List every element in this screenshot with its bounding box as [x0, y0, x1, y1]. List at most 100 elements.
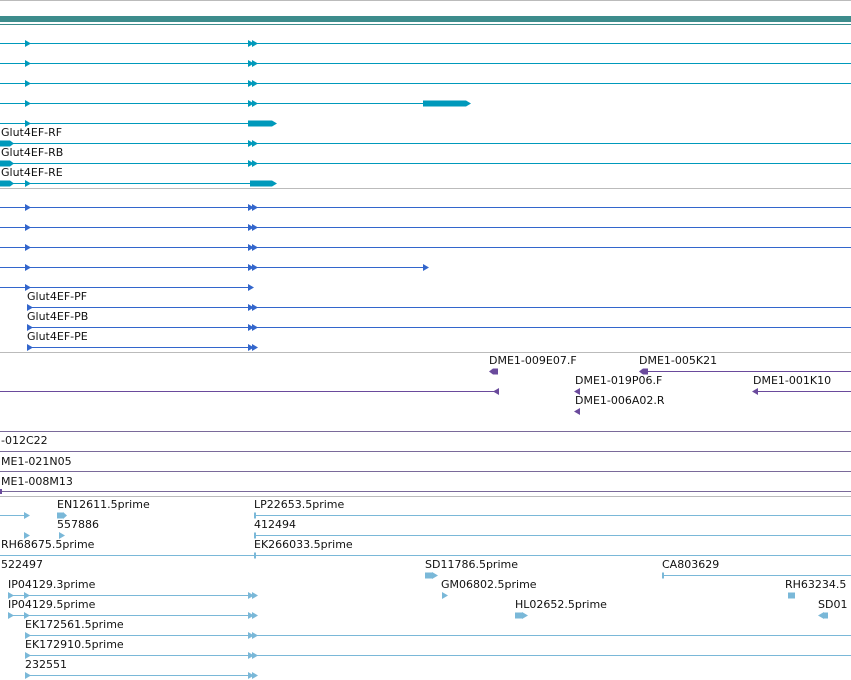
strand-arrow-icon — [248, 140, 254, 147]
strand-arrow-icon — [248, 244, 254, 251]
est-label: LP22653.5prime — [254, 498, 345, 511]
est-block[interactable] — [57, 512, 63, 519]
est-block[interactable] — [425, 572, 433, 579]
transcript-label: Glut4EF-RB — [1, 146, 63, 159]
strand-arrow-icon — [248, 632, 254, 639]
est-block[interactable] — [254, 552, 256, 559]
clone-end-marker[interactable] — [0, 489, 2, 494]
est-label: GM06802.5prime — [441, 578, 537, 591]
clone-end-marker[interactable] — [489, 368, 498, 375]
strand-arrow-icon — [248, 264, 254, 271]
strand-arrow-icon — [27, 324, 33, 331]
clone-end-marker[interactable] — [639, 368, 648, 375]
strand-arrow-icon — [252, 612, 258, 619]
est-label: SD11786.5prime — [425, 558, 518, 571]
strand-arrow-icon — [25, 60, 31, 67]
clone-track — [0, 368, 851, 415]
transcript-label: Glut4EF-RE — [1, 166, 63, 179]
strand-arrow-icon — [24, 592, 30, 599]
est-block[interactable] — [788, 592, 795, 599]
strand-arrow-icon — [252, 224, 258, 231]
est-label: 557886 — [57, 518, 99, 531]
strand-arrow-icon — [25, 284, 31, 291]
transcript-track — [0, 40, 851, 187]
strand-arrow-icon — [252, 672, 258, 679]
est-label: CA803629 — [662, 558, 719, 571]
est-label: 522497 — [1, 558, 43, 571]
strand-arrow-icon — [818, 612, 824, 619]
strand-arrow-icon — [248, 344, 254, 351]
strand-arrow-icon — [252, 60, 258, 67]
est-block[interactable] — [515, 612, 523, 619]
strand-arrow-icon — [248, 60, 254, 67]
exon-block[interactable] — [0, 180, 14, 187]
clone-label: ME1-021N05 — [1, 455, 72, 468]
est-label: RH63234.5 — [785, 578, 846, 591]
strand-arrow-icon — [25, 180, 31, 187]
exon-block[interactable] — [248, 120, 277, 127]
protein-label: Glut4EF-PE — [27, 330, 88, 343]
strand-arrow-icon — [25, 224, 31, 231]
clone-label: DME1-006A02.R — [575, 394, 665, 407]
est-label: SD01 — [818, 598, 847, 611]
exon-block[interactable] — [423, 100, 471, 107]
est-label: 412494 — [254, 518, 296, 531]
strand-arrow-icon — [25, 652, 31, 659]
strand-arrow-icon — [252, 652, 258, 659]
clone-label: DME1-001K10 — [753, 374, 831, 387]
strand-arrow-icon — [248, 204, 254, 211]
protein-track — [0, 204, 851, 351]
clone-label: DME1-005K21 — [639, 354, 717, 367]
est-label: EK266033.5prime — [254, 538, 353, 551]
strand-arrow-icon — [752, 388, 758, 395]
strand-arrow-icon — [25, 204, 31, 211]
clone-label: -012C22 — [1, 434, 48, 447]
strand-arrow-icon — [252, 40, 258, 47]
strand-arrow-icon — [59, 532, 65, 539]
est-track — [0, 512, 851, 679]
protein-label: Glut4EF-PF — [27, 290, 87, 303]
est-label: EK172561.5prime — [25, 618, 124, 631]
transcript-label: Glut4EF-RF — [1, 126, 62, 139]
exon-block[interactable] — [250, 180, 277, 187]
strand-arrow-icon — [25, 100, 31, 107]
clone-label: DME1-009E07.F — [489, 354, 577, 367]
strand-arrow-icon — [248, 592, 254, 599]
strand-arrow-icon — [248, 324, 254, 331]
strand-arrow-icon — [25, 80, 31, 87]
strand-arrow-icon — [25, 632, 31, 639]
est-label: EN12611.5prime — [57, 498, 150, 511]
strand-arrow-icon — [8, 612, 14, 619]
est-block[interactable] — [254, 512, 256, 519]
strand-arrow-icon — [248, 160, 254, 167]
strand-arrow-icon — [252, 324, 258, 331]
strand-arrow-icon — [248, 284, 254, 291]
strand-arrow-icon — [25, 244, 31, 251]
est-label: RH68675.5prime — [1, 538, 95, 551]
strand-arrow-icon — [423, 264, 429, 271]
est-block[interactable] — [662, 572, 664, 579]
strand-arrow-icon — [25, 264, 31, 271]
strand-arrow-icon — [25, 40, 31, 47]
exon-block[interactable] — [0, 140, 14, 147]
strand-arrow-icon — [248, 40, 254, 47]
strand-arrow-icon — [432, 572, 438, 579]
strand-arrow-icon — [248, 652, 254, 659]
strand-arrow-icon — [252, 244, 258, 251]
gene-span-bar[interactable] — [0, 16, 851, 22]
strand-arrow-icon — [8, 592, 14, 599]
strand-arrow-icon — [252, 264, 258, 271]
strand-arrow-icon — [27, 344, 33, 351]
protein-label: Glut4EF-PB — [27, 310, 88, 323]
strand-arrow-icon — [248, 304, 254, 311]
strand-arrow-icon — [248, 80, 254, 87]
est-block[interactable] — [254, 532, 256, 539]
est-label: IP04129.3prime — [8, 578, 96, 591]
strand-arrow-icon — [248, 612, 254, 619]
strand-arrow-icon — [252, 632, 258, 639]
strand-arrow-icon — [574, 388, 580, 395]
est-label: IP04129.5prime — [8, 598, 96, 611]
exon-block[interactable] — [0, 160, 14, 167]
strand-arrow-icon — [248, 672, 254, 679]
est-block[interactable] — [823, 612, 828, 619]
